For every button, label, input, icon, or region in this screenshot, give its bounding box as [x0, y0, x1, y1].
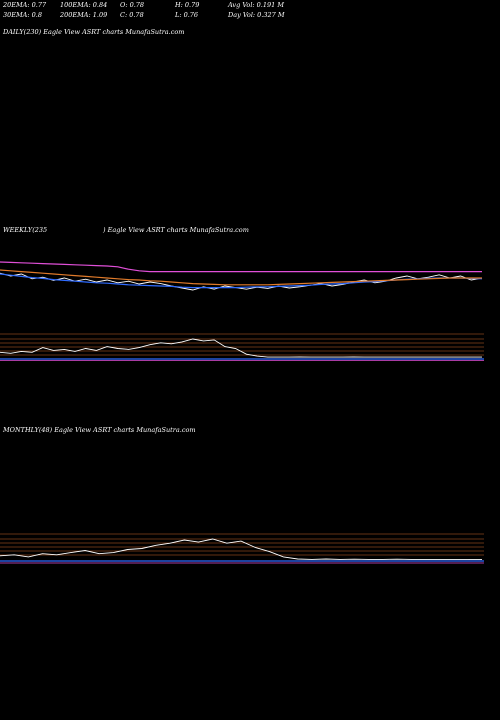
ema100-stat: 100EMA: 0.84 — [60, 1, 108, 9]
weekly-volume-volume-line-series — [0, 338, 482, 358]
weekly-panel-title-left: WEEKLY(235 — [3, 226, 48, 234]
ema30-stat: 30EMA: 0.8 — [3, 11, 42, 19]
close-stat: C: 0.78 — [120, 11, 144, 19]
weekly-price-ema-blue-series — [0, 273, 483, 289]
series-layer — [0, 261, 483, 561]
avg-vol-stat: Avg Vol: 0.191 M — [228, 1, 285, 9]
weekly-price-ema-pink-series — [0, 261, 482, 273]
high-stat: H: 0.79 — [175, 1, 200, 9]
weekly-grid — [0, 333, 484, 361]
weekly-price-ema-orange-series — [0, 269, 482, 286]
ema20-stat: 20EMA: 0.77 — [3, 1, 47, 9]
weekly-price-price-series — [0, 272, 483, 291]
day-vol-stat: Day Vol: 0.327 M — [228, 11, 285, 19]
monthly-panel-title: MONTHLY(48) Eagle View ASRT charts Munaf… — [3, 426, 196, 434]
monthly-grid — [0, 533, 484, 564]
ema200-stat: 200EMA: 1.09 — [60, 11, 108, 19]
weekly-panel-title-right: ) Eagle View ASRT charts MunafaSutra.com — [103, 226, 249, 234]
monthly-price-series — [0, 538, 483, 561]
low-stat: L: 0.76 — [175, 11, 199, 19]
open-stat: O: 0.78 — [120, 1, 145, 9]
daily-panel-title: DAILY(230) Eagle View ASRT charts Munafa… — [3, 28, 185, 36]
